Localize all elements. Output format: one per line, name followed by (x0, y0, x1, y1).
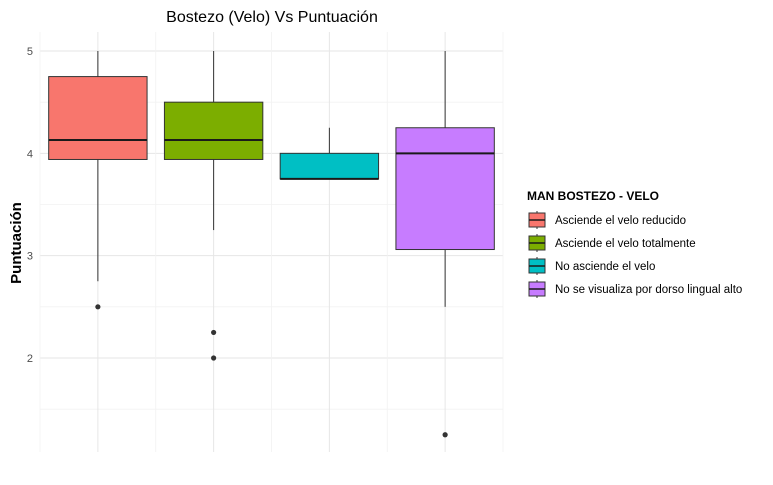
box-4 (395, 51, 495, 438)
outlier-point (211, 329, 217, 336)
legend-item-1: Asciende el velo reducido (528, 211, 686, 229)
box-body (395, 127, 495, 251)
y-tick-label: 3 (27, 251, 33, 263)
legend-label: No asciende el velo (555, 261, 655, 273)
legend: Asciende el velo reducido Asciende el vel… (528, 211, 742, 298)
chart-title: Bostezo (Velo) Vs Puntuación (166, 9, 378, 26)
legend-item-4: No se visualiza por dorso lingual alto (528, 280, 742, 298)
box-body (279, 152, 380, 180)
legend-item-3: No asciende el velo (528, 257, 655, 275)
legend-title: MAN BOSTEZO - VELO (527, 189, 659, 203)
legend-label: Asciende el velo totalmente (555, 238, 696, 250)
box-body (48, 76, 148, 160)
box-plots (48, 51, 495, 438)
box-2 (163, 51, 264, 361)
legend-item-2: Asciende el velo totalmente (528, 234, 696, 252)
y-tick-label: 2 (27, 353, 33, 365)
outlier-point (442, 432, 448, 438)
box-body (163, 101, 264, 160)
outlier-point (211, 355, 217, 361)
outlier-point (95, 304, 101, 310)
legend-label: No se visualiza por dorso lingual alto (555, 284, 742, 296)
y-tick-label: 5 (27, 46, 33, 58)
y-tick-labels: 2 3 4 5 (27, 46, 33, 365)
legend-label: Asciende el velo reducido (555, 215, 686, 227)
box-1 (48, 51, 148, 310)
box-3 (279, 127, 380, 180)
y-tick-label: 4 (27, 148, 33, 160)
y-axis-label: Puntuación (8, 202, 25, 284)
